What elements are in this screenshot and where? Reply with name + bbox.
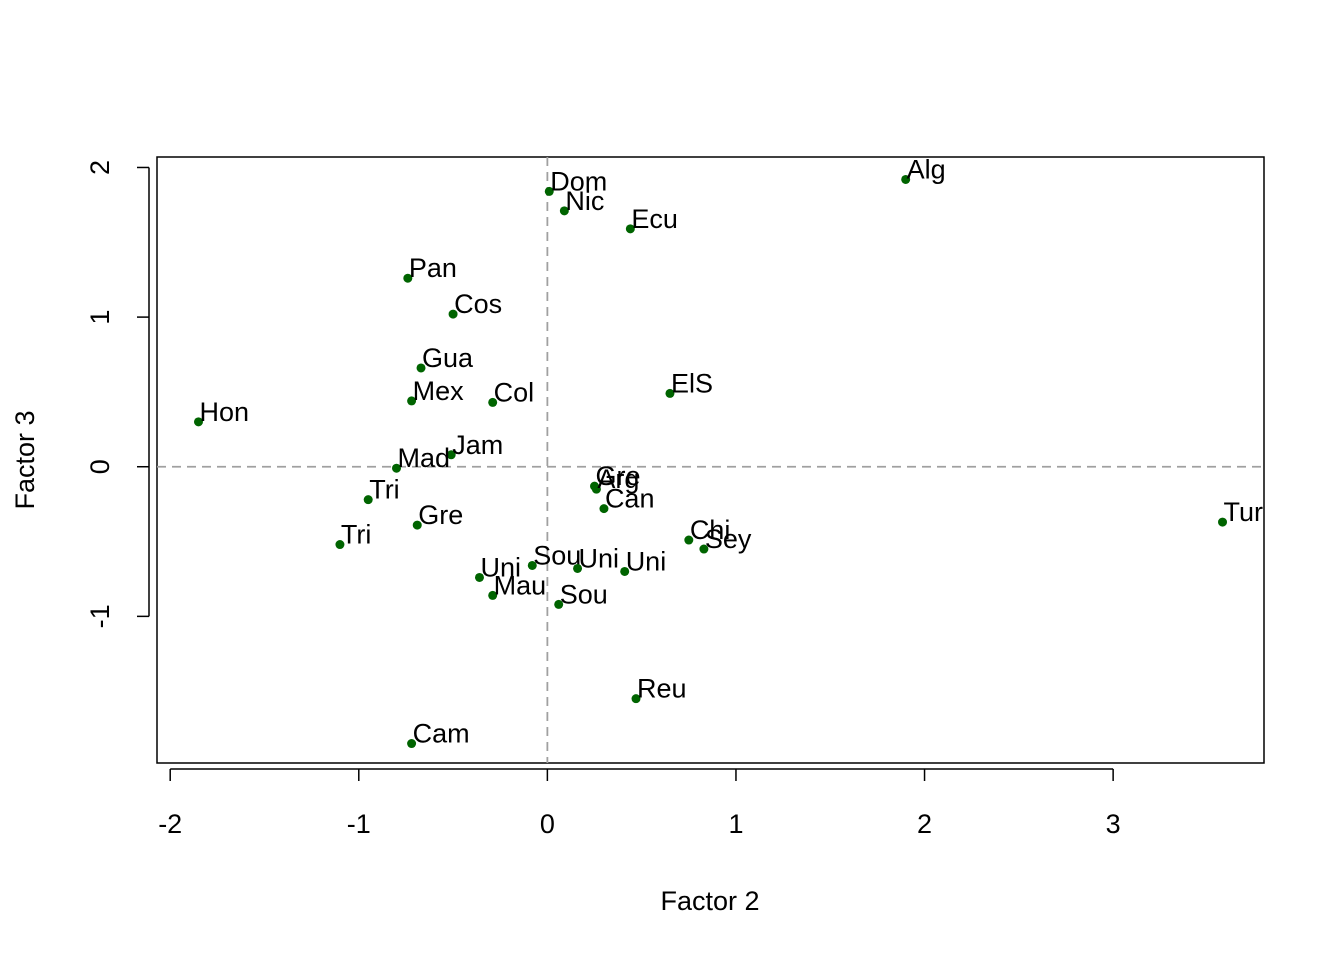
point-label: Mad [398,443,451,473]
x-tick-label: 1 [728,809,743,839]
point-label: Arg [597,464,639,494]
point-label: Uni [480,552,521,582]
reference-lines [157,157,1264,763]
point-label: Uni [579,543,620,573]
point-label: Jam [452,430,503,460]
y-tick-label: 1 [85,310,115,325]
data-point [684,535,694,545]
point-label: Reu [637,674,687,704]
plot-frame [156,156,1265,764]
x-tick-label: 2 [917,809,932,839]
data-point [448,309,458,319]
point-label: Tri [341,520,371,550]
data-point [446,450,456,460]
point-label: Hon [199,397,249,427]
data-point [403,273,413,283]
data-point [699,544,709,554]
point-label: Nic [565,186,604,216]
point-label: Pan [409,253,457,283]
data-point [488,590,498,600]
point-label: Cos [454,289,502,319]
point-label: Tur [1224,497,1264,527]
x-tick-label: 0 [540,809,555,839]
data-point [544,186,554,196]
data-point [554,599,564,609]
y-axis-label: Factor 3 [10,410,40,509]
x-tick-label: -2 [158,809,182,839]
data-point [625,224,635,234]
x-tick-label: 3 [1106,809,1121,839]
point-label: Mau [494,570,547,600]
data-point [488,397,498,407]
point-label: Ecu [631,204,678,234]
data-point [901,174,911,184]
point-label: Gua [422,343,474,373]
point-label: Can [605,484,655,514]
y-tick-label: 0 [85,459,115,474]
point-label: Sou [533,540,581,570]
data-point [559,206,569,216]
data-point [335,540,345,550]
point-label: ElS [671,368,713,398]
point-label: Alg [907,154,946,184]
point-label: Sey [705,524,752,554]
data-point [407,396,417,406]
data-point [665,388,675,398]
data-point [1218,517,1228,527]
data-point [412,520,422,530]
data-point [416,363,426,373]
data-point [620,566,630,576]
data-point [474,572,484,582]
point-label: Dom [550,166,607,196]
data-point [407,739,417,749]
data-point [591,484,601,494]
point-label: Col [494,377,535,407]
data-point [392,463,402,473]
point-label: Sou [560,579,608,609]
data-point [193,417,203,427]
point-label: Gre [418,500,463,530]
point-label: Cam [413,719,470,749]
point-label: Mex [413,376,465,406]
x-tick-label: -1 [347,809,371,839]
point-label: Uni [626,546,667,576]
data-point [527,560,537,570]
point-label: Gre [596,461,641,491]
x-axis-label: Factor 2 [660,886,759,916]
y-tick-label: -1 [85,604,115,628]
y-tick-label: 2 [85,160,115,175]
x-axis: -2 -1 0 1 2 3 [158,768,1121,839]
point-label: Tri [369,475,399,505]
data-point [599,504,609,514]
point-label: Chi [690,515,731,545]
data-point [631,694,641,704]
y-axis: -1 0 1 2 [85,160,150,628]
data-point [363,495,373,505]
data-point [573,563,583,573]
